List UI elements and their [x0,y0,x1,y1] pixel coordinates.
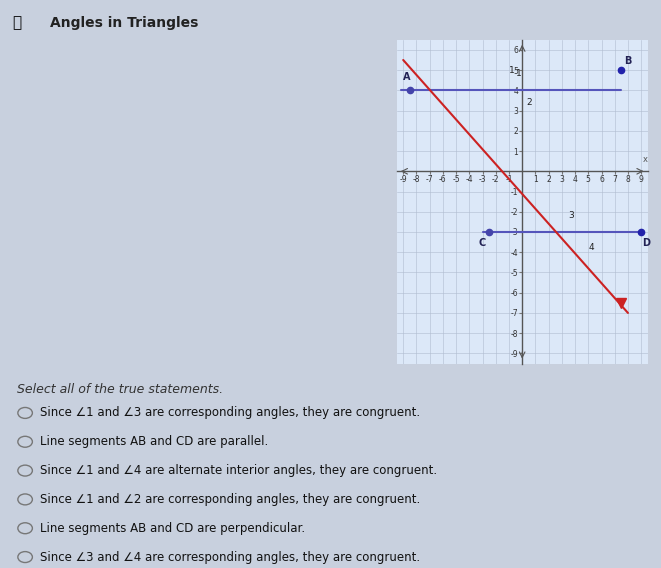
Text: Since ∠1 and ∠2 are corresponding angles, they are congruent.: Since ∠1 and ∠2 are corresponding angles… [40,493,420,506]
Text: 2: 2 [526,98,532,107]
Text: Since ∠3 and ∠4 are corresponding angles, they are congruent.: Since ∠3 and ∠4 are corresponding angles… [40,550,420,563]
Text: 1: 1 [516,69,522,78]
Text: Line segments AB and CD are parallel.: Line segments AB and CD are parallel. [40,435,268,448]
Text: Select all of the true statements.: Select all of the true statements. [17,383,223,396]
Text: x: x [642,155,648,164]
Text: A: A [403,72,410,82]
Text: D: D [642,238,650,248]
Text: Since ∠1 and ∠4 are alternate interior angles, they are congruent.: Since ∠1 and ∠4 are alternate interior a… [40,464,437,477]
Text: Angles in Triangles: Angles in Triangles [50,16,198,30]
Text: 4: 4 [588,243,594,252]
Text: Line segments AB and CD are perpendicular.: Line segments AB and CD are perpendicula… [40,522,305,534]
Text: B: B [624,56,631,66]
Text: 🌴: 🌴 [12,15,21,31]
Text: 1: 1 [509,66,515,75]
Text: C: C [479,238,486,248]
Text: 3: 3 [568,211,574,220]
Text: Since ∠1 and ∠3 are corresponding angles, they are congruent.: Since ∠1 and ∠3 are corresponding angles… [40,407,420,419]
